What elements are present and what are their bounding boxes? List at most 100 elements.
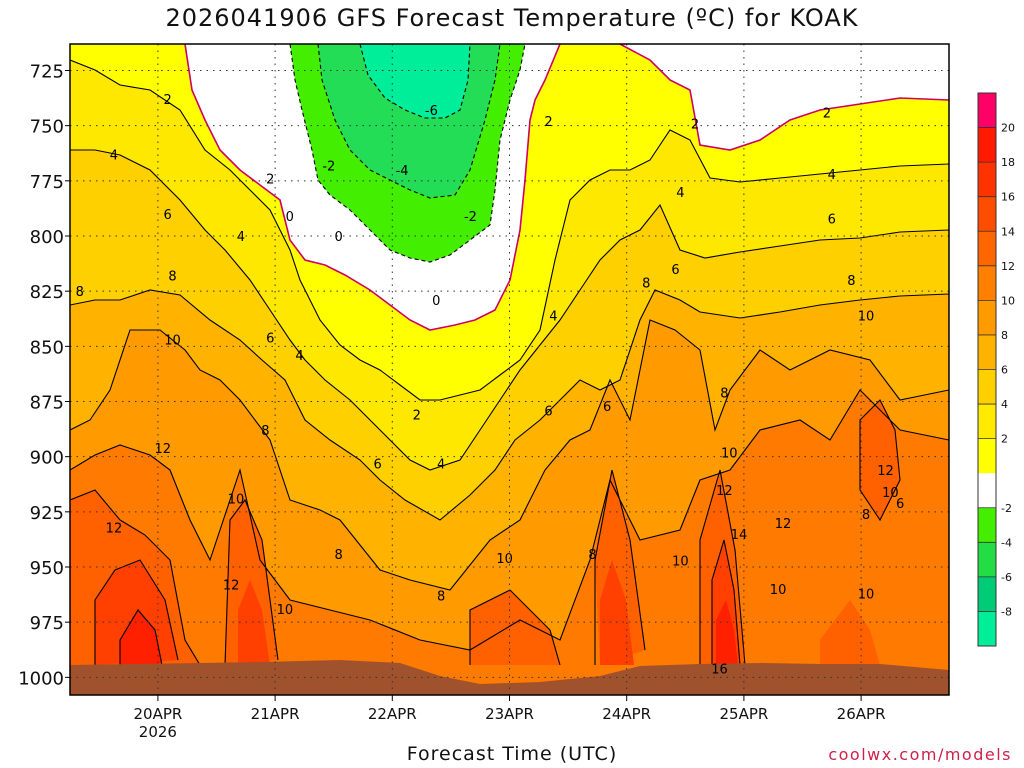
- contour-label: 12: [155, 442, 172, 457]
- isotherm-neg6: [359, 44, 471, 119]
- contour-label: 10: [496, 552, 513, 567]
- contour-label: 8: [334, 548, 342, 563]
- colorbar-label: 10: [1001, 294, 1015, 307]
- x-tick-label: 26APR: [837, 705, 886, 723]
- contour-label: 2: [413, 409, 421, 424]
- contour-label: 12: [877, 464, 894, 479]
- contour-label: 8: [847, 274, 855, 289]
- contour-label: -2: [464, 210, 477, 225]
- colorbar-label: -2: [1001, 502, 1012, 515]
- contour-label: 6: [828, 212, 836, 227]
- contour-label: 12: [775, 517, 792, 532]
- isotherm-12c: [594, 469, 646, 665]
- colorbar-cell: [978, 162, 996, 198]
- y-tick-label: 800: [30, 227, 64, 248]
- contour-label: 10: [672, 554, 689, 569]
- contour-label: 6: [266, 332, 274, 347]
- isotherm-2: [70, 59, 949, 401]
- colorbar-cell: [978, 196, 996, 232]
- x-tick-sublabel: 2026: [139, 723, 177, 741]
- colorbar-cell: [978, 127, 996, 163]
- contour-label: 4: [237, 230, 245, 245]
- colorbar-label: 2: [1001, 433, 1008, 446]
- isotherm-10: [70, 389, 949, 651]
- contour-label: 2: [823, 106, 831, 121]
- isotherm-0: [184, 44, 949, 331]
- colorbar-label: -8: [1001, 605, 1012, 618]
- colorbar-label: 18: [1001, 156, 1015, 169]
- colorbar-label: 16: [1001, 191, 1015, 204]
- y-tick-label: 1000: [18, 668, 64, 689]
- contour-labels: -6 -4 -2 -2 0 0 0 2 2 2 2 2 2 4 4 4 4 4 4 4 6 6 6 6 6 6 6 6 8 8 8 8 8 8 8 8…: [76, 93, 905, 677]
- isotherm-6: [70, 289, 949, 521]
- y-tick-label: 875: [30, 392, 64, 413]
- y-tick-label: 975: [30, 613, 64, 634]
- contour-label: 2: [691, 117, 699, 132]
- colorbar-cell: [978, 473, 996, 509]
- contour-label: -4: [396, 164, 409, 179]
- y-tick-label: 850: [30, 337, 64, 358]
- contour-label: 0: [334, 230, 342, 245]
- contour-label: 4: [549, 309, 557, 324]
- x-tick-label: 24APR: [602, 705, 651, 723]
- isotherm-14b: [711, 539, 741, 666]
- contour-label: 4: [437, 457, 445, 472]
- y-tick-label: 950: [30, 558, 64, 579]
- colorbar-cell: [978, 542, 996, 578]
- contour-label: 4: [676, 186, 684, 201]
- contour-label: 10: [164, 334, 181, 349]
- colorbar-cell: [978, 576, 996, 612]
- ground: [70, 660, 949, 695]
- isotherm-12d: [699, 469, 746, 666]
- contour-label: 6: [164, 208, 172, 223]
- contour-label: 12: [716, 484, 733, 499]
- contour-label: 12: [106, 521, 123, 536]
- contour-label: 0: [286, 210, 294, 225]
- contour-label: -2: [322, 159, 335, 174]
- contour-label: 6: [896, 497, 904, 512]
- colorbar-cell: [978, 334, 996, 370]
- isotherm-8: [70, 319, 949, 591]
- band-16: [95, 540, 740, 665]
- contour-label: 6: [374, 457, 382, 472]
- colorbar-cell: [978, 404, 996, 440]
- contour-label: 4: [110, 148, 118, 163]
- contour-label: 8: [588, 548, 596, 563]
- isotherm-12b: [224, 498, 279, 666]
- x-tick-label: 20APR: [133, 705, 182, 723]
- contour-label: 8: [720, 387, 728, 402]
- contour-label: 8: [261, 424, 269, 439]
- contour-label: 10: [858, 587, 875, 602]
- x-tick-label: 22APR: [368, 705, 417, 723]
- contour-label: 6: [544, 404, 552, 419]
- contour-label: 10: [770, 583, 787, 598]
- contour-label: 8: [76, 285, 84, 300]
- colorbar-cell: [978, 300, 996, 336]
- contour-label: 2: [164, 93, 172, 108]
- x-tick-label: 21APR: [251, 705, 300, 723]
- y-tick-label: 925: [30, 503, 64, 524]
- x-axis-label: Forecast Time (UTC): [406, 743, 618, 765]
- contour-label: 16: [711, 663, 728, 678]
- y-tick-label: 900: [30, 448, 64, 469]
- isotherm-neg2: [289, 44, 526, 263]
- contour-label: 14: [731, 528, 748, 543]
- contour-label: 10: [721, 446, 738, 461]
- colorbar-cell: [978, 265, 996, 301]
- contour-label: 12: [223, 579, 240, 594]
- colorbar: 20 18 16 14 12 10 8 6 4 2 -2 -4 -6 -8: [977, 92, 1015, 647]
- colorbar-label: -4: [1001, 536, 1012, 549]
- colorbar-label: 4: [1001, 398, 1008, 411]
- source-credit[interactable]: coolwx.com/models: [828, 745, 1012, 764]
- colorbar-cell: [978, 438, 996, 474]
- isotherm-12e: [859, 399, 901, 522]
- isotherm-14: [94, 559, 179, 665]
- x-tick-label: 23APR: [485, 705, 534, 723]
- colorbar-cell: [978, 611, 996, 647]
- y-tick-label: 825: [30, 282, 64, 303]
- contour-label: 10: [882, 486, 899, 501]
- contour-label: 8: [437, 590, 445, 605]
- contour-label: 6: [603, 400, 611, 415]
- colorbar-label: 6: [1001, 364, 1008, 377]
